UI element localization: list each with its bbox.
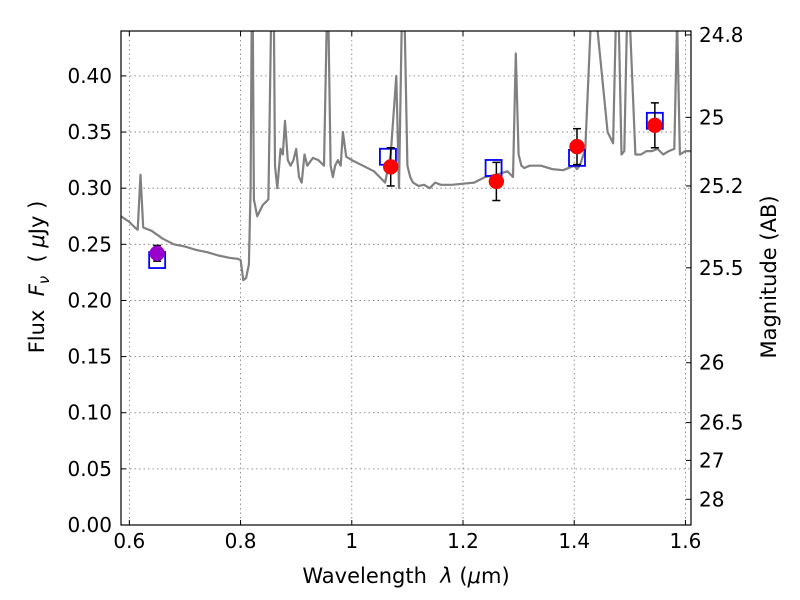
- model-point-marker: [149, 245, 165, 262]
- y2-axis-label: Magnitude (AB): [757, 195, 781, 358]
- spectrum-line: [121, 31, 691, 282]
- y-tick-label: 0.05: [67, 457, 112, 481]
- y-tick-label: 0.20: [67, 288, 112, 312]
- y2-tick-label: 24.8: [699, 23, 744, 47]
- y-tick-label: 0.15: [67, 345, 112, 369]
- y-tick-label: 0.40: [67, 64, 112, 88]
- model-point-marker: [382, 159, 399, 175]
- y2-tick-label: 25.2: [699, 174, 744, 198]
- plot-frame: [120, 30, 692, 526]
- y2-tick-label: 25.5: [699, 256, 744, 280]
- y-axis-label: Flux Fν ( μJy ): [25, 201, 53, 354]
- x-axis-ticks: 0.6 0.8 1 1.2 1.4 1.6: [113, 31, 701, 553]
- y2-tick-label: 26.5: [699, 411, 744, 435]
- x-tick-label: 0.8: [225, 529, 257, 553]
- y-tick-label: 0.35: [67, 120, 112, 144]
- y-tick-label: 0.10: [67, 401, 112, 425]
- model-point-marker: [488, 173, 505, 190]
- x-tick-label: 0.6: [113, 529, 145, 553]
- model-point-marker: [569, 138, 585, 155]
- x-tick-label: 1.6: [670, 529, 702, 553]
- y2-tick-label: 27: [699, 448, 724, 472]
- y-tick-label: 0.00: [67, 513, 112, 537]
- y2-tick-label: 26: [699, 351, 724, 375]
- y-axis-ticks: 0.00 0.05 0.10 0.15 0.20 0.25 0.30 0.35 0.40: [67, 64, 126, 537]
- y-tick-label: 0.30: [67, 176, 112, 200]
- y2-tick-label: 25: [699, 105, 724, 129]
- y2-tick-label: 28: [699, 487, 724, 511]
- model-spectrum: [121, 31, 691, 282]
- y2-axis-ticks: 24.8 25 25.2 25.5 26 26.5 27 28: [686, 23, 744, 511]
- y-tick-label: 0.25: [67, 232, 112, 256]
- x-axis-label: Wavelength λ (μm): [302, 564, 509, 588]
- x-tick-label: 1: [345, 529, 358, 553]
- model-point-marker: [647, 117, 663, 134]
- model-photometry-points: [149, 102, 663, 262]
- x-tick-label: 1.4: [558, 529, 590, 553]
- x-tick-label: 1.2: [447, 529, 479, 553]
